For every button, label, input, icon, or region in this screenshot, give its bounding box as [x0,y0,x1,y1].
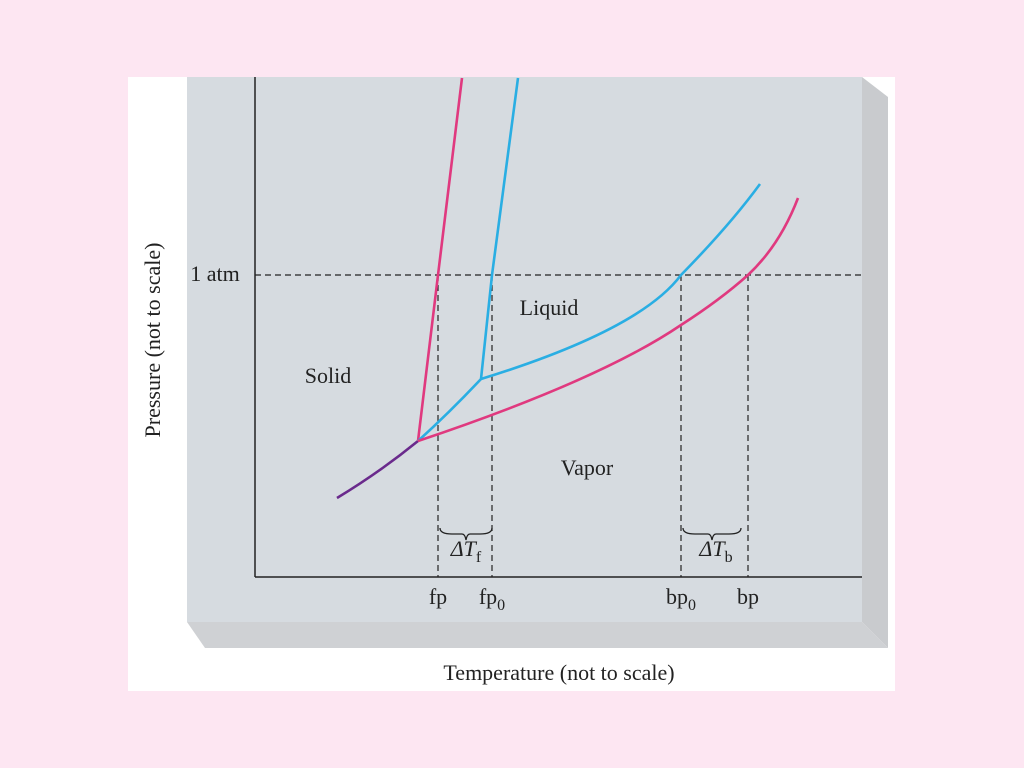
pure-vapor-curve [480,183,762,381]
brace-b [682,527,742,541]
solution-fusion-curve [416,77,464,442]
plot-box [187,77,862,622]
label: ΔTf [450,536,482,566]
x-axis-label: Temperature (not to scale) [443,660,674,685]
pure-fusion-curve [417,77,520,442]
region-label: Solid [305,363,351,388]
label-sub: f [476,549,482,566]
label: bp0 [666,584,696,614]
brace-f [439,527,493,541]
label-main: fp [429,584,447,609]
box-side [862,77,888,648]
sublimation-curve [336,439,419,500]
label: fp0 [479,584,505,614]
label-main: ΔT [450,536,478,561]
label: ΔTb [698,536,732,566]
region-label: Vapor [561,455,614,480]
y-tick-label: 1 atm [190,261,240,286]
label-main: ΔT [698,536,726,561]
label-main: bp [737,584,759,609]
label-sub: 0 [688,597,696,614]
label-sub: b [725,549,733,566]
label-main: fp [479,584,497,609]
label-main: bp [666,584,688,609]
solution-vapor-curve [417,197,800,443]
label: fp [429,584,447,609]
y-axis-label: Pressure (not to scale) [140,243,165,438]
label-sub: 0 [497,597,505,614]
region-label: Liquid [520,295,579,320]
box-bottom [187,622,888,648]
label: bp [737,584,759,609]
